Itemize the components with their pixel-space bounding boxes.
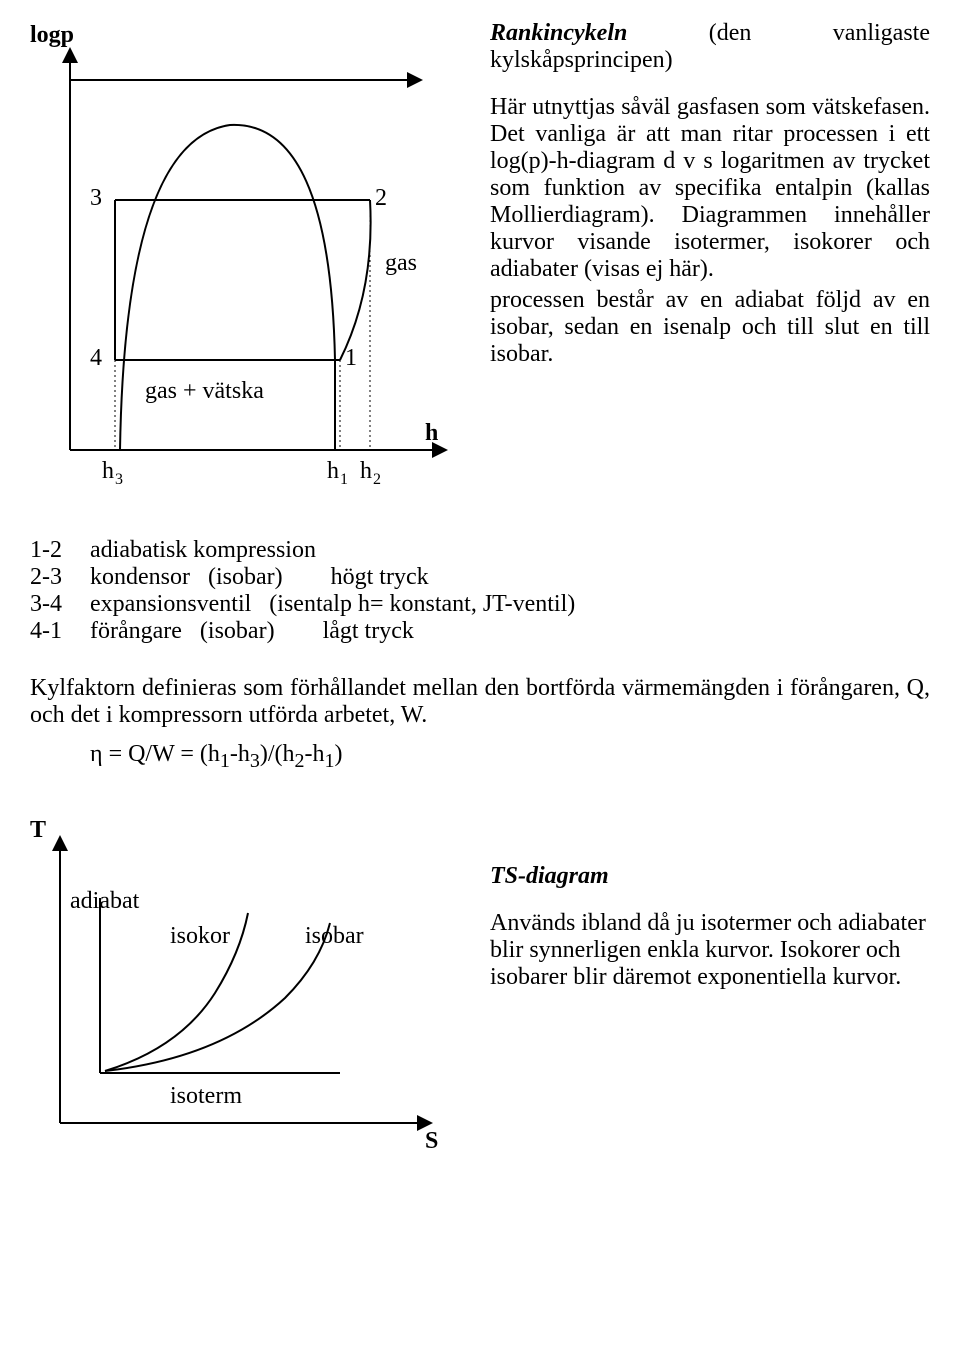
logp-h-diagram: logp (30, 20, 460, 507)
process-step: 2-3 kondensor (isobar) högt tryck (30, 564, 930, 591)
point-2-label: 2 (375, 185, 387, 211)
y-axis-label: logp (30, 22, 74, 48)
rankincykeln-text: Rankincykeln (den vanligaste kylskåpspri… (490, 20, 930, 507)
ts-x-label: S (425, 1128, 438, 1153)
process-steps: 1-2 adiabatisk kompression 2-3 kondensor… (30, 537, 930, 645)
point-4-label: 4 (90, 345, 102, 371)
rankin-title: Rankincykeln (490, 20, 627, 46)
process-step: 4-1 förångare (isobar) lågt tryck (30, 618, 930, 645)
ts-y-label: T (30, 817, 46, 843)
isokor-label: isokor (170, 923, 230, 949)
svg-text:1: 1 (340, 471, 348, 488)
rankin-para2: processen består av en adiabat följd av … (490, 287, 930, 368)
ts-title: TS-diagram (490, 863, 930, 890)
process-step: 1-2 adiabatisk kompression (30, 537, 930, 564)
svg-text:h: h (327, 458, 339, 484)
ts-diagram: T S adiabat isokor isobar isoterm (30, 813, 450, 1160)
kylfaktor-text: Kylfaktorn definieras som förhållandet m… (30, 675, 930, 729)
process-step: 3-4 expansionsventil (isentalp h= konsta… (30, 591, 930, 618)
ts-para: Används ibland då ju isotermer och adiab… (490, 910, 930, 991)
svg-text:2: 2 (373, 471, 381, 488)
svg-text:h: h (102, 458, 114, 484)
x-axis-label: h (425, 420, 438, 446)
adiabat-label: adiabat (70, 888, 140, 914)
point-1-label: 1 (345, 345, 357, 371)
svg-text:h: h (360, 458, 372, 484)
rankin-para1: Här utnyttjas såväl gasfasen som vätskef… (490, 94, 930, 283)
isobar-label: isobar (305, 923, 364, 949)
gas-vatska-region-label: gas + vätska (145, 378, 264, 404)
isoterm-label: isoterm (170, 1083, 242, 1109)
efficiency-equation: η = Q/W = (h1-h3)/(h2-h1) (90, 741, 930, 773)
point-3-label: 3 (90, 185, 102, 211)
gas-region-label: gas (385, 250, 417, 276)
svg-text:3: 3 (115, 471, 123, 488)
ts-text: TS-diagram Används ibland då ju isoterme… (490, 813, 930, 1160)
